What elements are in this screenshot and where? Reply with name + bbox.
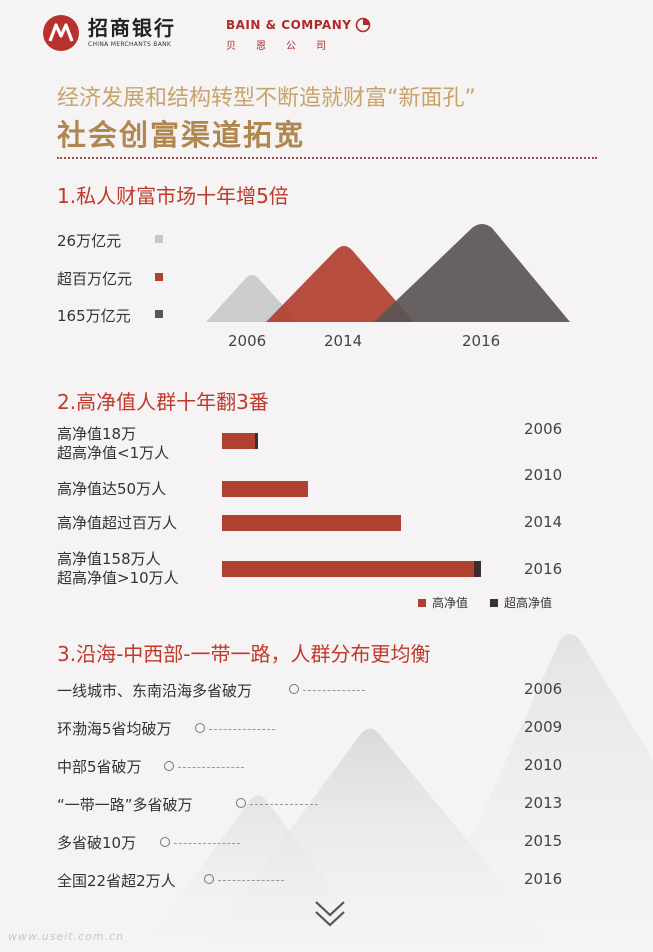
section-1-title: 1.私人财富市场十年增5倍 bbox=[57, 184, 289, 208]
year-label-2006: 2006 bbox=[228, 332, 267, 350]
timeline-circle-icon bbox=[160, 837, 170, 847]
bar-uhnw-2016 bbox=[474, 561, 481, 577]
watermark: www.useit.com.cn bbox=[8, 930, 125, 943]
year-label-2014: 2014 bbox=[324, 332, 363, 350]
timeline-label-2010: 中部5省破万 bbox=[57, 758, 142, 776]
year-label-2016: 2016 bbox=[462, 332, 501, 350]
section-2-title: 2.高净值人群十年翻3番 bbox=[57, 390, 269, 414]
cmb-name-cn: 招商银行 bbox=[88, 16, 176, 40]
mountain-2014 bbox=[266, 246, 414, 322]
mountain-2016 bbox=[374, 224, 570, 322]
timeline-year-2009: 2009 bbox=[524, 718, 563, 736]
bar-label-2010: 高净值达50万人 bbox=[57, 480, 166, 499]
bar-label-2014: 高净值超过百万人 bbox=[57, 514, 177, 533]
headline: 经济发展和结构转型不断造就财富“新面孔” bbox=[57, 86, 476, 111]
bar-hnw-2010 bbox=[222, 481, 308, 497]
timeline-dash bbox=[250, 804, 318, 805]
timeline-label-2009: 环渤海5省均破万 bbox=[57, 720, 172, 738]
timeline-dash bbox=[303, 690, 365, 691]
timeline-circle-icon bbox=[164, 761, 174, 771]
timeline-circle-icon bbox=[204, 874, 214, 884]
timeline-dash bbox=[218, 880, 284, 881]
timeline-label-2006: 一线城市、东南沿海多省破万 bbox=[57, 682, 253, 700]
legend-label-2014: 超百万亿元 bbox=[57, 270, 133, 288]
bain-name-en: BAIN & COMPANY bbox=[226, 18, 352, 32]
legend-swatch-dark bbox=[155, 310, 163, 318]
timeline-year-2016: 2016 bbox=[524, 870, 563, 888]
bar-hnw-2006 bbox=[222, 433, 256, 449]
bain-name-cn: 贝恩公司 bbox=[226, 41, 346, 52]
timeline-label-2015: 多省破10万 bbox=[57, 834, 137, 852]
timeline-year-2013: 2013 bbox=[524, 794, 563, 812]
legend-swatch-hnw bbox=[418, 599, 426, 607]
bar-year-2006: 2006 bbox=[524, 420, 563, 438]
bar-label-line: 高净值达50万人 bbox=[57, 480, 167, 498]
legend-swatch-grey bbox=[155, 235, 163, 243]
legend-label-uhnw: 超高净值 bbox=[504, 596, 553, 610]
bar-hnw-2016 bbox=[222, 561, 474, 577]
bar-label-2016: 高净值158万人 超高净值>10万人 bbox=[57, 550, 179, 588]
timeline-dash bbox=[209, 729, 275, 730]
bar-label-2006: 高净值18万 超高净值<1万人 bbox=[57, 425, 169, 463]
mountain-2006 bbox=[206, 275, 298, 322]
legend-label-2006: 26万亿元 bbox=[57, 232, 122, 250]
timeline-year-2015: 2015 bbox=[524, 832, 563, 850]
timeline-circle-icon bbox=[195, 723, 205, 733]
bar-label-line: 高净值158万人 bbox=[57, 550, 161, 568]
section-3-title: 3.沿海-中西部-一带一路，人群分布更均衡 bbox=[57, 642, 431, 666]
bar-label-line: 超高净值>10万人 bbox=[57, 569, 179, 587]
bar-year-2016: 2016 bbox=[524, 560, 563, 578]
timeline-label-2013: “一带一路”多省破万 bbox=[57, 796, 193, 814]
timeline-dash bbox=[174, 843, 240, 844]
scroll-down-chevron-icon[interactable] bbox=[313, 898, 347, 930]
timeline-circle-icon bbox=[236, 798, 246, 808]
headline-main: 社会创富渠道拓宽 bbox=[57, 118, 306, 152]
cmb-name-en: CHINA MERCHANTS BANK bbox=[88, 41, 172, 48]
bar-label-line: 超高净值<1万人 bbox=[57, 444, 170, 462]
bar-year-2014: 2014 bbox=[524, 513, 563, 531]
timeline-dash bbox=[178, 767, 244, 768]
bain-logo bbox=[355, 17, 371, 33]
bar-uhnw-2006 bbox=[255, 433, 258, 449]
legend-label-2016: 165万亿元 bbox=[57, 307, 131, 325]
legend-swatch-red bbox=[155, 273, 163, 281]
cmb-logo bbox=[43, 15, 79, 51]
timeline-label-2016: 全国22省超2万人 bbox=[57, 872, 176, 890]
legend-label-hnw: 高净值 bbox=[432, 596, 469, 610]
bar-label-line: 高净值超过百万人 bbox=[57, 514, 178, 532]
dotted-divider bbox=[57, 157, 597, 159]
wealth-mountains-chart bbox=[206, 224, 570, 322]
bar-label-line: 高净值18万 bbox=[57, 425, 137, 443]
timeline-year-2010: 2010 bbox=[524, 756, 563, 774]
legend-swatch-uhnw bbox=[490, 599, 498, 607]
timeline-circle-icon bbox=[289, 684, 299, 694]
bar-hnw-2014 bbox=[222, 515, 401, 531]
bar-year-2010: 2010 bbox=[524, 466, 563, 484]
timeline-year-2006: 2006 bbox=[524, 680, 563, 698]
